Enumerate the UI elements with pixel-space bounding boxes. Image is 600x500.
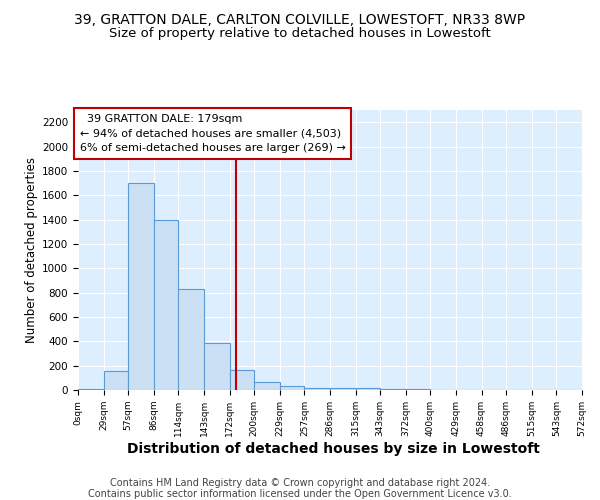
Text: 39, GRATTON DALE, CARLTON COLVILLE, LOWESTOFT, NR33 8WP: 39, GRATTON DALE, CARLTON COLVILLE, LOWE…	[74, 12, 526, 26]
Text: Size of property relative to detached houses in Lowestoft: Size of property relative to detached ho…	[109, 28, 491, 40]
Text: Contains HM Land Registry data © Crown copyright and database right 2024.: Contains HM Land Registry data © Crown c…	[110, 478, 490, 488]
Bar	[380, 389, 406, 390]
Text: Distribution of detached houses by size in Lowestoft: Distribution of detached houses by size …	[127, 442, 539, 456]
Y-axis label: Number of detached properties: Number of detached properties	[25, 157, 38, 343]
Bar	[178, 289, 204, 390]
Bar	[104, 371, 128, 390]
Bar	[78, 389, 104, 390]
Text: Contains public sector information licensed under the Open Government Licence v3: Contains public sector information licen…	[88, 489, 512, 499]
Bar	[230, 370, 254, 390]
Bar	[154, 220, 178, 390]
Bar	[254, 382, 280, 390]
Bar	[304, 388, 330, 390]
Text: 39 GRATTON DALE: 179sqm  
← 94% of detached houses are smaller (4,503)
6% of sem: 39 GRATTON DALE: 179sqm ← 94% of detache…	[80, 114, 346, 154]
Bar	[330, 388, 356, 390]
Bar	[356, 388, 380, 390]
Bar	[280, 386, 304, 390]
Bar	[204, 342, 230, 390]
Bar	[128, 183, 154, 390]
